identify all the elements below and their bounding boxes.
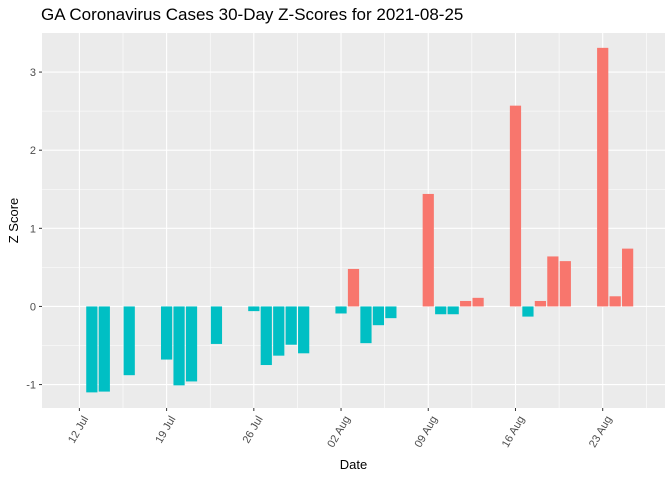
bar [98,306,110,392]
bar [347,268,360,307]
bar [260,306,272,366]
bar [447,306,459,315]
grid-minor-x [122,33,647,408]
y-axis-title: Z Score [6,198,21,244]
bar [460,300,472,307]
x-tick-label: 19 Jul [153,414,178,445]
bar [385,306,397,319]
bar [123,306,135,376]
grid-minor-y [42,110,665,346]
bar [335,306,347,314]
bar [273,306,285,356]
x-tick-label: 26 Jul [241,414,266,445]
plot-panel [42,33,665,408]
y-tick-label: -1 [26,380,36,392]
bar [298,306,310,354]
bar [173,306,185,386]
y-tick-label: 1 [30,223,36,235]
x-axis-title: Date [340,457,367,472]
bar [422,193,434,307]
bar [559,261,571,307]
bar [547,256,559,307]
y-tick-label: 0 [30,301,36,313]
bar [372,306,385,326]
x-axis: 12 Jul 19 Jul 26 Jul 02 Aug 09 Aug 16 Aug 23 A… [66,408,615,450]
x-tick-label: 12 Jul [66,414,91,445]
grid-major-y [42,71,665,386]
bars [86,47,634,393]
bar [210,306,223,344]
chart-title: GA Coronavirus Cases 30-Day Z-Scores for… [41,5,464,24]
y-tick-label: 3 [30,67,36,79]
bar [435,306,447,315]
x-tick-label: 16 Aug [500,414,528,450]
bar [248,306,260,312]
bar [86,306,98,393]
bar [522,306,534,317]
bar [160,306,173,360]
x-tick-label: 23 Aug [587,414,615,450]
bar [360,306,372,344]
bar [285,306,297,345]
bar [534,300,547,307]
y-tick-label: 2 [30,145,36,157]
bar [185,306,198,382]
bar [609,296,621,307]
bar [509,105,522,307]
x-tick-label: 09 Aug [413,414,441,450]
bar [622,248,634,307]
x-tick-label: 02 Aug [325,414,353,450]
bar [472,297,484,307]
y-axis: -1 0 1 2 3 [26,67,42,392]
bar [597,47,609,307]
